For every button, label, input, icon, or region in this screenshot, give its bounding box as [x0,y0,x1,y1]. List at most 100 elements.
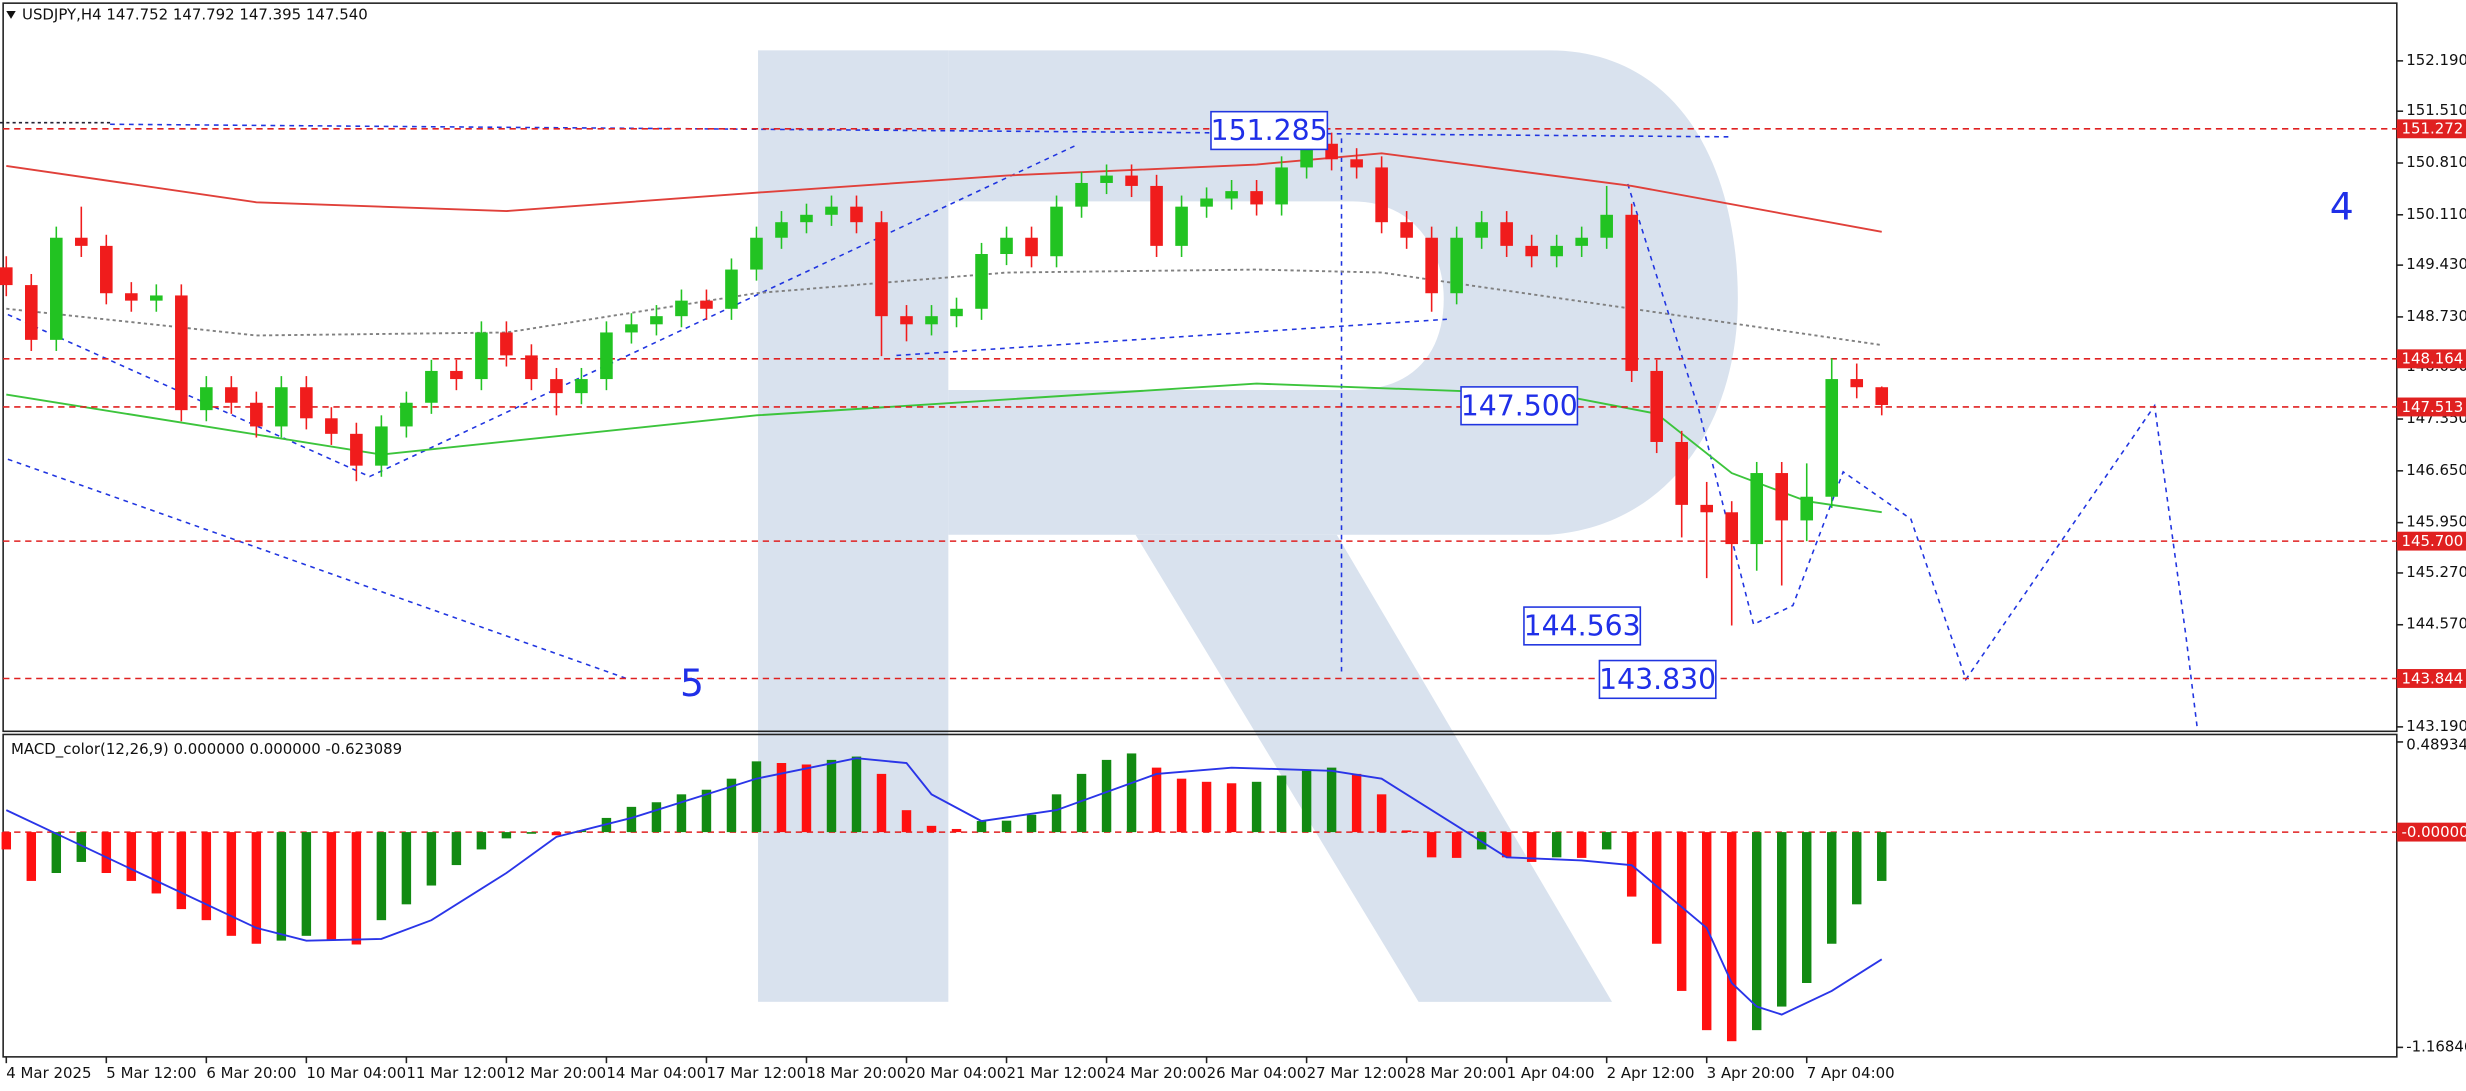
macd-bar [351,832,362,945]
y-tick-label: 150.110 [2406,205,2466,223]
y-tick-label: 151.510 [2406,101,2466,119]
candle-body [1200,198,1213,207]
y-tick-label: 146.650 [2406,461,2466,479]
macd-bar [1501,832,1512,858]
macd-bar [251,832,262,944]
x-tick-label: 1 Apr 04:00 [1507,1064,1595,1082]
macd-bar [1726,832,1737,1042]
candle-body [400,402,413,427]
y-tick-label: 145.270 [2406,563,2466,581]
candle-body [1575,237,1588,246]
level-label-box [2396,531,2466,551]
candle-body [1225,191,1238,199]
level-label: 151.272 [2402,120,2464,138]
macd-bar [1,832,12,850]
candle-body [75,237,88,246]
candle-body [250,402,263,427]
candle-body [200,387,213,411]
macd-bar [1051,794,1062,833]
annotation-box [1523,606,1642,646]
candle-body [1350,159,1363,168]
macd-bar [1601,832,1612,850]
level-label: 147.513 [2402,398,2464,416]
y-tick-label: 148.730 [2406,307,2466,325]
candle-body [1325,143,1338,160]
annotation: 144.563 [1524,610,1641,643]
macd-bar [1551,832,1562,858]
candle-body [450,370,463,380]
candle-body [1525,245,1538,257]
macd-bar [1226,783,1237,833]
macd-bar [1201,781,1212,833]
macd-bar [1301,770,1312,833]
macd-bar [301,832,312,936]
x-tick-label: 5 Mar 12:00 [106,1064,196,1082]
candle-body [975,254,988,309]
macd-bar [751,761,762,833]
candle-body [1250,191,1263,205]
macd-bar [1001,820,1012,833]
annotation: 143.830 [1599,663,1716,696]
macd-bar [51,832,62,874]
level-label-box [2396,397,2466,417]
macd-bar [151,832,162,894]
level-label: 145.700 [2402,532,2464,550]
watermark-stem [758,50,949,1002]
macd-bar [1451,832,1462,858]
macd-bar [676,794,687,833]
y-tick-label: -0.000000 [2402,823,2466,841]
candle-body [675,300,688,317]
macd-bar [1376,794,1387,833]
macd-bar [726,778,737,833]
level-label: 143.844 [2402,669,2464,687]
candle-body [1425,237,1438,294]
candle-body [500,332,513,356]
macd-bar [876,773,887,833]
candle-body [0,267,13,286]
y-tick-label: 149.430 [2406,255,2466,273]
annotation: 5 [680,661,704,705]
candle-body [1450,237,1463,294]
macd-bar [201,832,212,921]
annotation: 147.500 [1461,389,1578,422]
candle-body [550,379,563,394]
macd-bar [1526,832,1537,862]
macd-bar [1076,773,1087,833]
candle-body [375,426,388,466]
plot: 152.190 151.510 150.810 150.110 149.430 148.7… [0,51,2466,1082]
x-tick-label: 10 Mar 04:00 [306,1064,406,1082]
y-tick-label: 145.950 [2406,513,2466,531]
annotation: 4 [2330,185,2354,229]
macd-bar [801,764,812,833]
macd-bar [1651,832,1662,944]
macd-bar [901,810,912,833]
macd-bar [426,832,437,886]
candle-body [175,295,188,411]
x-tick-label: 26 Mar 04:00 [1207,1064,1307,1082]
x-tick-label: 28 Mar 20:00 [1407,1064,1507,1082]
candle-body [700,300,713,309]
candle-body [125,293,138,301]
macd-bar [176,832,187,910]
candle-body [1025,237,1038,257]
annotation-box [1210,110,1329,151]
candle-body [575,379,588,394]
x-tick-label: 14 Mar 04:00 [606,1064,706,1082]
macd-bar [1776,832,1787,1007]
macd-bar [126,832,137,881]
candle-body [1100,175,1113,183]
y-tick-label: 152.190 [2406,51,2466,69]
candle-body [350,433,363,466]
macd-bar [1751,832,1762,1031]
drawing-line [110,123,1730,138]
annotation-box [1598,659,1717,700]
x-tick-label: 24 Mar 20:00 [1107,1064,1207,1082]
candle-body [875,222,888,317]
drawing-line [896,318,1447,357]
x-tick-label: 12 Mar 20:00 [506,1064,606,1082]
macd-bar [1701,832,1712,1031]
candle-body [1725,512,1738,545]
macd-bar [1251,781,1262,833]
y-tick-label: 143.190 [2406,717,2466,735]
macd-bar [1852,832,1862,905]
